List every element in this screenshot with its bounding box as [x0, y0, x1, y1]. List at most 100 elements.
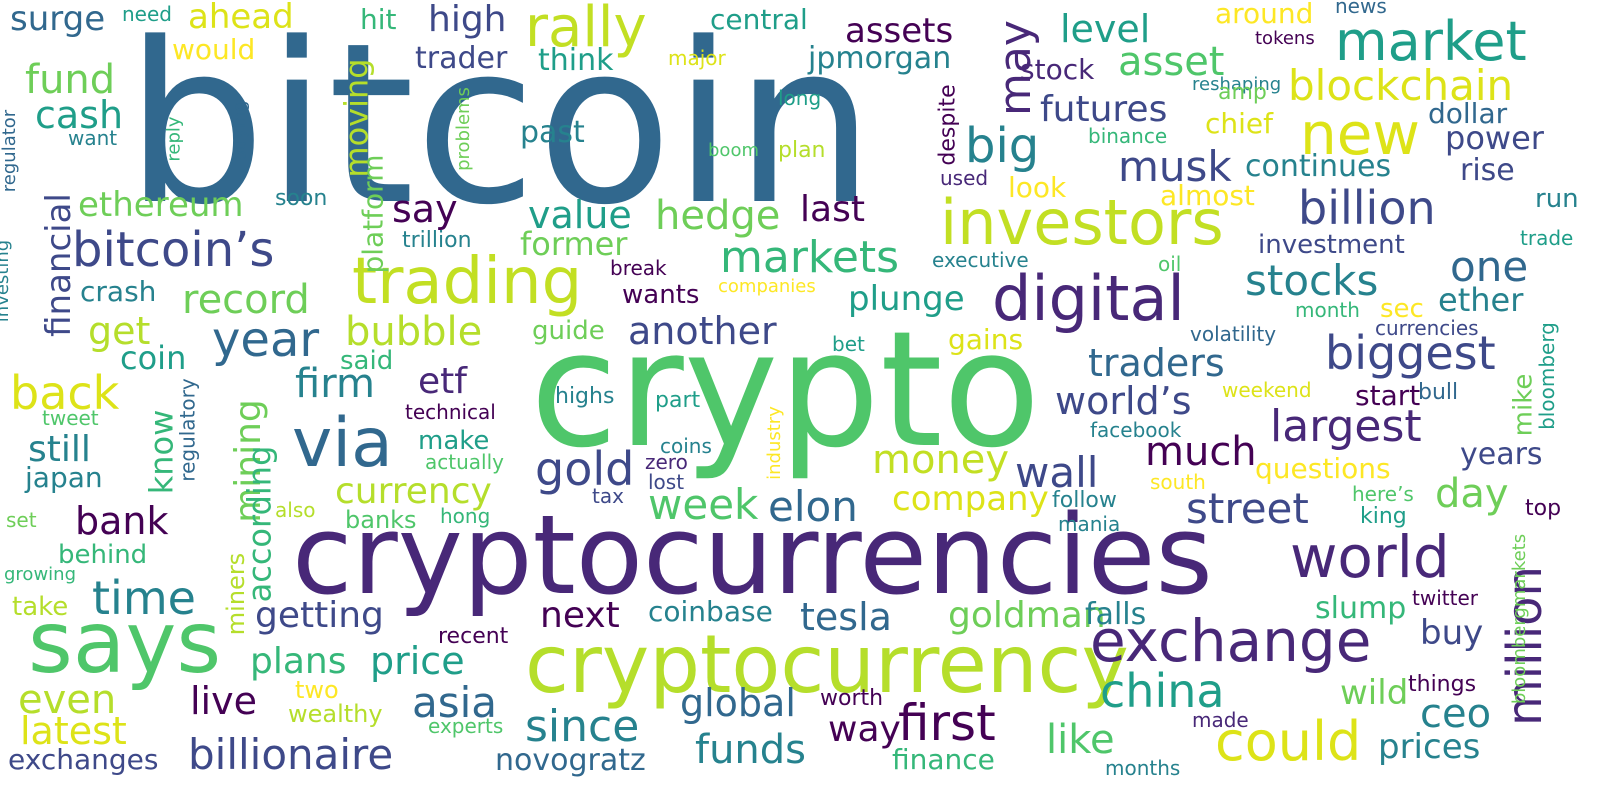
- word-executive: executive: [932, 248, 1029, 272]
- word-back: back: [10, 366, 120, 420]
- word-high: high: [428, 0, 507, 40]
- word-tesla: tesla: [800, 595, 892, 639]
- word-month: month: [1295, 298, 1360, 322]
- word-funds: funds: [695, 727, 807, 773]
- word-news: news: [1335, 0, 1387, 18]
- word-around: around: [1215, 0, 1314, 30]
- word-coins: coins: [660, 434, 712, 458]
- word-level: level: [1060, 7, 1151, 51]
- word-worth: worth: [820, 686, 884, 711]
- word-regulatory: regulatory: [175, 378, 200, 482]
- word-another: another: [628, 309, 777, 353]
- word-crash: crash: [80, 275, 157, 308]
- word-plan: plan: [778, 138, 826, 163]
- word-surge: surge: [10, 0, 106, 39]
- word-one: one: [1450, 242, 1529, 291]
- word-industry: industry: [763, 406, 785, 480]
- word-week: week: [648, 480, 759, 529]
- word-via: via: [292, 404, 393, 483]
- word-banks: banks: [345, 506, 417, 534]
- word-wild: wild: [1340, 673, 1409, 713]
- word-time: time: [92, 571, 196, 625]
- word-weekend: weekend: [1222, 378, 1312, 402]
- word-major: major: [668, 46, 726, 70]
- word-finance: finance: [892, 743, 995, 776]
- word-ceo: ceo: [1420, 691, 1492, 737]
- word-stock: stock: [1020, 53, 1095, 86]
- word-goldman: goldman: [948, 595, 1106, 636]
- word-buy: buy: [1420, 613, 1484, 653]
- word-record: record: [182, 277, 310, 323]
- word-bloombergmarkets: bloombergmarkets: [1509, 533, 1531, 705]
- word-behind: behind: [58, 540, 148, 570]
- word-trading: trading: [352, 245, 583, 319]
- word-even: even: [18, 677, 117, 723]
- word-tax: tax: [592, 484, 624, 508]
- word-market: market: [1335, 10, 1527, 73]
- word-recent: recent: [438, 624, 509, 649]
- word-zero: zero: [645, 450, 688, 474]
- word-run: run: [1535, 184, 1579, 214]
- word-platform: platform: [356, 154, 390, 274]
- word-much: much: [1145, 429, 1257, 475]
- word-hong: hong: [440, 504, 491, 528]
- word-bubble: bubble: [345, 309, 483, 355]
- word-getting: getting: [255, 595, 384, 636]
- word-facebook: facebook: [1090, 418, 1182, 442]
- word-wealthy: wealthy: [288, 700, 383, 728]
- word-top: top: [1525, 496, 1562, 521]
- word-currencies: currencies: [1375, 316, 1479, 340]
- word-companies: companies: [718, 276, 816, 297]
- word-value: value: [528, 193, 632, 237]
- word-look: look: [1008, 171, 1067, 204]
- word-experts: experts: [428, 714, 504, 738]
- word-past: past: [520, 115, 585, 150]
- word-think: think: [538, 43, 614, 78]
- word-cash: cash: [35, 93, 124, 137]
- word-trillion: trillion: [402, 228, 472, 253]
- word-lost: lost: [648, 470, 685, 494]
- word-investors: investors: [940, 186, 1224, 259]
- word-coinbase: coinbase: [648, 595, 773, 628]
- word-big: big: [965, 118, 1040, 174]
- word-ethereum: ethereum: [78, 185, 244, 225]
- word-currency: currency: [335, 471, 492, 512]
- word-ahead: ahead: [188, 0, 294, 37]
- word-blockchain: blockchain: [1288, 61, 1514, 110]
- word-part: part: [655, 388, 701, 413]
- word-cryptocurrencies: cryptocurrencies: [292, 491, 1213, 619]
- word-markets: markets: [720, 232, 900, 283]
- word-soon: soon: [275, 186, 328, 211]
- word-falls: falls: [1085, 597, 1147, 632]
- word-said: said: [340, 346, 394, 376]
- word-financial: financial: [38, 193, 79, 337]
- word-used: used: [940, 166, 989, 190]
- word-wall: wall: [1015, 448, 1099, 497]
- word-mania: mania: [1058, 512, 1121, 536]
- word-highs: highs: [555, 384, 615, 409]
- word-bet: bet: [832, 332, 865, 356]
- word-questions: questions: [1255, 452, 1391, 485]
- word-regulator: regulator: [0, 109, 21, 193]
- word-since: since: [525, 701, 640, 752]
- word-long: long: [778, 86, 822, 110]
- word-months: months: [1105, 756, 1181, 780]
- word-also: also: [275, 498, 316, 522]
- word-elon: elon: [768, 482, 858, 531]
- word-prices: prices: [1378, 727, 1481, 767]
- word-says: says: [28, 593, 222, 693]
- word-would: would: [172, 33, 256, 66]
- word-guide: guide: [532, 316, 605, 346]
- word-heres: here’s: [1352, 482, 1414, 506]
- word-two: two: [295, 676, 339, 704]
- word-technical: technical: [405, 400, 496, 424]
- word-need: need: [122, 2, 172, 26]
- word-things: things: [1408, 672, 1477, 697]
- word-crypto: crypto: [530, 296, 1041, 483]
- word-billionaire: billionaire: [188, 730, 394, 779]
- word-exchange: exchange: [1090, 607, 1372, 675]
- word-break: break: [610, 256, 667, 280]
- word-sec: sec: [1380, 294, 1424, 324]
- word-global: global: [680, 681, 796, 725]
